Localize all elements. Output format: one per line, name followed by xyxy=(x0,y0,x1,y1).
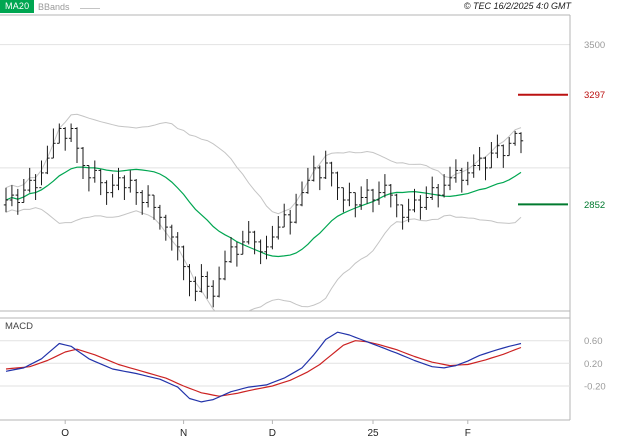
ma20-legend-chip[interactable]: MA20 xyxy=(0,0,35,13)
ma20-line xyxy=(5,166,522,258)
x-axis-label: O xyxy=(61,428,69,439)
macd-gridlines xyxy=(0,340,570,387)
macd-panel-label: MACD xyxy=(5,321,33,332)
macd-axis-label: 0.60 xyxy=(584,336,603,347)
price-axis-label: 2852 xyxy=(584,200,605,211)
macd-axis-label: 0.20 xyxy=(584,359,603,370)
x-axis-label: N xyxy=(180,428,187,439)
bollinger-upper-line xyxy=(5,113,522,215)
panel-borders xyxy=(0,14,571,421)
legend-bar: MA20 BBands © TEC 16/2/2025 4:0 GMT xyxy=(0,0,627,14)
macd-signal-line xyxy=(5,340,522,397)
x-axis-label: D xyxy=(269,428,276,439)
bollinger-lower-line xyxy=(5,207,522,311)
ohlc-bars xyxy=(3,123,524,308)
bbands-line-swatch xyxy=(80,8,100,9)
bbands-legend-label[interactable]: BBands xyxy=(38,2,70,12)
price-gridlines xyxy=(0,44,570,169)
copyright-text: © TEC 16/2/2025 4:0 GMT xyxy=(463,1,571,11)
price-axis-labels: 3500 3297 2852 xyxy=(518,40,605,211)
price-axis-label: 3500 xyxy=(584,40,605,51)
x-axis-label: 25 xyxy=(367,428,379,439)
macd-line xyxy=(5,331,522,403)
bollinger-bands xyxy=(5,113,522,311)
macd-axis-label: -0.20 xyxy=(584,382,606,393)
x-axis-label: F xyxy=(465,428,471,439)
x-axis: O N D 25 F xyxy=(61,420,471,439)
macd-axis-labels: 0.60 0.20 -0.20 xyxy=(584,336,606,392)
price-axis-label: 3297 xyxy=(584,90,605,101)
